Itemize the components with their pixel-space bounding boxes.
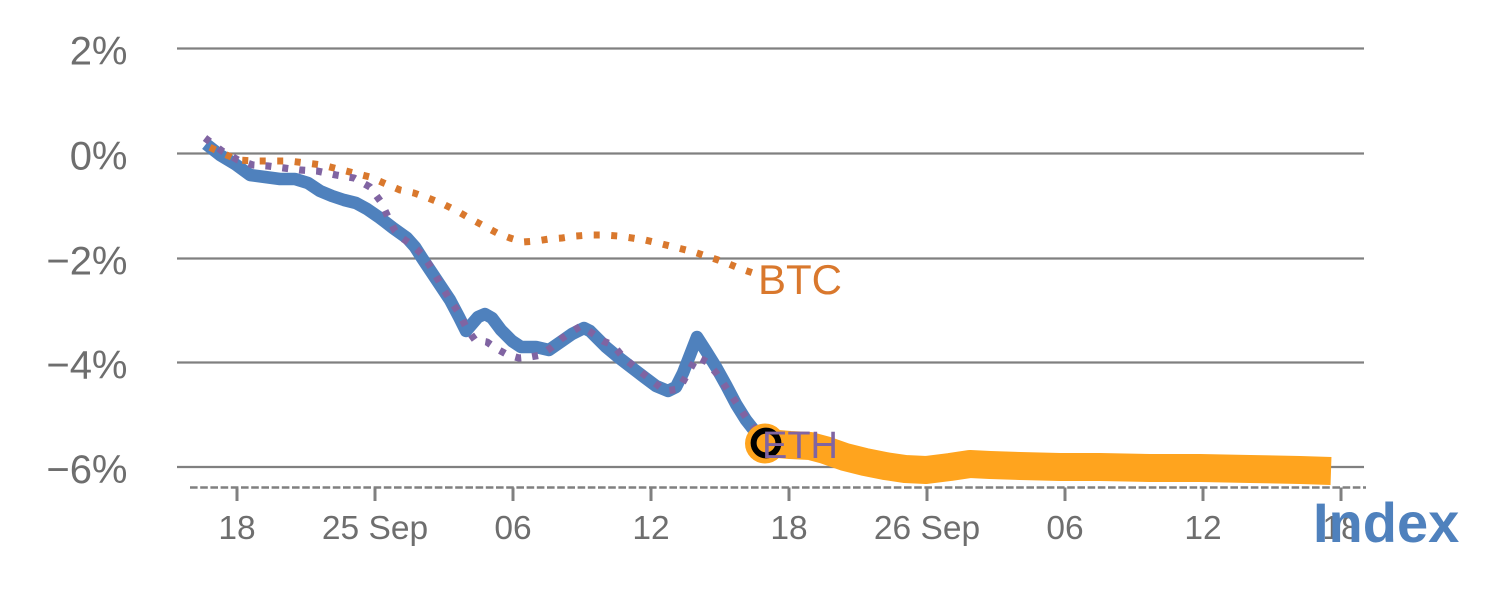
svg-text:ETH: ETH [762, 425, 838, 467]
svg-text:26 Sep: 26 Sep [874, 510, 980, 547]
svg-text:06: 06 [494, 510, 531, 547]
svg-text:25 Sep: 25 Sep [322, 510, 428, 547]
svg-text:Index: Index [1313, 491, 1459, 554]
svg-text:18: 18 [218, 510, 255, 547]
svg-text:−4%: −4% [46, 344, 127, 388]
svg-text:18: 18 [770, 510, 807, 547]
svg-text:BTC: BTC [758, 256, 842, 303]
svg-text:−6%: −6% [46, 448, 127, 492]
svg-text:12: 12 [1184, 510, 1221, 547]
svg-text:−2%: −2% [46, 240, 127, 284]
svg-text:06: 06 [1046, 510, 1083, 547]
svg-text:12: 12 [632, 510, 669, 547]
svg-text:2%: 2% [70, 30, 128, 74]
svg-text:18: 18 [1322, 510, 1359, 547]
svg-text:0%: 0% [70, 135, 128, 179]
